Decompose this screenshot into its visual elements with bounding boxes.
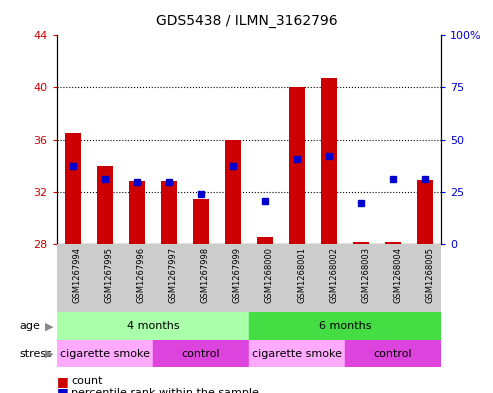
Bar — [57, 312, 249, 340]
Text: GSM1267994: GSM1267994 — [73, 247, 82, 303]
Text: GSM1268001: GSM1268001 — [297, 247, 306, 303]
Text: GSM1268000: GSM1268000 — [265, 247, 274, 303]
Text: 4 months: 4 months — [127, 321, 179, 331]
Bar — [281, 244, 313, 312]
Bar — [249, 312, 441, 340]
Text: stress: stress — [20, 349, 53, 359]
Bar — [57, 244, 89, 312]
Text: GSM1267995: GSM1267995 — [105, 247, 114, 303]
Bar — [185, 244, 217, 312]
Bar — [417, 180, 433, 244]
Text: percentile rank within the sample: percentile rank within the sample — [71, 388, 259, 393]
Text: GSM1267997: GSM1267997 — [169, 247, 178, 303]
Bar — [345, 340, 441, 367]
Bar — [65, 133, 81, 244]
Text: GSM1267996: GSM1267996 — [137, 247, 146, 303]
Bar — [321, 78, 337, 244]
Text: GSM1268003: GSM1268003 — [361, 247, 370, 303]
Bar — [249, 340, 345, 367]
Bar — [217, 244, 249, 312]
Bar — [97, 165, 113, 244]
Text: GDS5438 / ILMN_3162796: GDS5438 / ILMN_3162796 — [156, 14, 337, 28]
Bar — [345, 244, 377, 312]
Text: control: control — [181, 349, 220, 359]
Bar — [121, 244, 153, 312]
Text: 6 months: 6 months — [319, 321, 371, 331]
Bar — [409, 244, 441, 312]
Text: GSM1267998: GSM1267998 — [201, 247, 210, 303]
Bar — [89, 244, 121, 312]
Bar — [161, 181, 177, 244]
Bar — [249, 244, 281, 312]
Bar — [57, 340, 153, 367]
Bar — [129, 181, 145, 244]
Bar — [377, 244, 409, 312]
Bar — [153, 340, 249, 367]
Text: GSM1268002: GSM1268002 — [329, 247, 338, 303]
Text: cigarette smoke: cigarette smoke — [60, 349, 150, 359]
Bar — [385, 242, 401, 244]
Bar — [289, 87, 305, 244]
Bar — [225, 140, 241, 244]
Text: GSM1267999: GSM1267999 — [233, 247, 242, 303]
Bar — [257, 237, 273, 244]
Text: ▶: ▶ — [45, 321, 54, 331]
Text: ▶: ▶ — [45, 349, 54, 359]
Bar — [153, 244, 185, 312]
Text: count: count — [71, 376, 103, 386]
Text: GSM1268004: GSM1268004 — [393, 247, 402, 303]
Text: ■: ■ — [57, 386, 69, 393]
Text: age: age — [20, 321, 40, 331]
Text: cigarette smoke: cigarette smoke — [252, 349, 342, 359]
Bar — [353, 242, 369, 244]
Text: control: control — [374, 349, 413, 359]
Bar — [193, 199, 209, 244]
Text: ■: ■ — [57, 375, 69, 388]
Text: GSM1268005: GSM1268005 — [425, 247, 434, 303]
Bar — [313, 244, 345, 312]
